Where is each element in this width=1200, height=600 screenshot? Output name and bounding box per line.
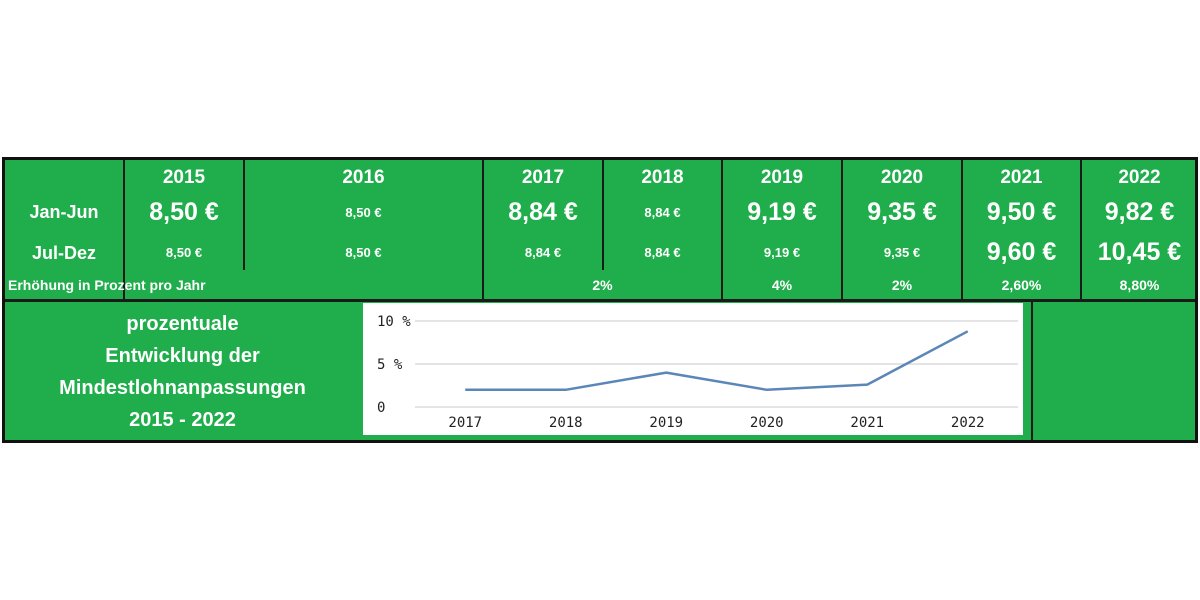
- increase-2017-2018: 2%: [592, 277, 613, 293]
- jul-dez-value-2022: 10,45 €: [1097, 238, 1182, 266]
- increase-2021: 2,60%: [1001, 277, 1042, 293]
- jan-jun-value-2019: 9,19 €: [747, 198, 817, 226]
- grid-line: [841, 160, 843, 299]
- jan-jun-value-2015: 8,50 €: [149, 198, 219, 226]
- grid-line: [1031, 299, 1033, 440]
- x-tick-label: 2021: [850, 415, 884, 431]
- jul-dez-value-2015: 8,50 €: [165, 245, 203, 260]
- jul-dez-value-2021: 9,60 €: [986, 238, 1057, 266]
- row-label-jul-dez: Jul-Dez: [31, 243, 96, 263]
- increase-2022: 8,80%: [1119, 277, 1160, 293]
- jan-jun-value-2020: 9,35 €: [867, 198, 937, 226]
- x-tick-label: 2019: [649, 415, 683, 431]
- grid-line: [482, 160, 484, 299]
- table-separator: [5, 299, 1195, 302]
- jan-jun-value-2018: 8,84 €: [644, 205, 681, 220]
- grid-line: [602, 160, 604, 270]
- chart-title-line: prozentuale: [126, 313, 239, 335]
- increase-2019: 4%: [771, 277, 793, 293]
- year-header-2021: 2021: [1000, 167, 1043, 188]
- chart-title-line: Mindestlohnanpassungen: [59, 377, 306, 399]
- chart-title-line: 2015 - 2022: [129, 409, 236, 431]
- row-label-jan-jun: Jan-Jun: [29, 202, 99, 222]
- chart-title-line: Entwicklung der: [105, 345, 260, 367]
- jan-jun-value-2016: 8,50 €: [345, 205, 382, 220]
- grid-line: [123, 160, 125, 299]
- jan-jun-value-2021: 9,50 €: [986, 198, 1057, 226]
- y-tick-label: 5 %: [377, 357, 403, 373]
- x-tick-label: 2017: [448, 415, 482, 431]
- x-tick-label: 2020: [750, 415, 784, 431]
- grid-line: [961, 160, 963, 299]
- increase-label: Erhöhung in Prozent pro Jahr: [8, 277, 206, 293]
- grid-line: [243, 160, 245, 270]
- increase-2020: 2%: [891, 277, 913, 293]
- jul-dez-value-2018: 8,84 €: [644, 245, 681, 260]
- year-header-2016: 2016: [342, 167, 385, 188]
- grid-line: [721, 160, 723, 299]
- year-header-2022: 2022: [1118, 167, 1161, 188]
- jul-dez-value-2016: 8,50 €: [345, 245, 382, 260]
- jul-dez-value-2019: 9,19 €: [763, 245, 801, 260]
- line-chart: 0 5 % 10 % 2017 2018 2019 2020 2021 2022: [363, 303, 1023, 435]
- year-header-2015: 2015: [162, 167, 206, 188]
- x-tick-label: 2022: [951, 415, 985, 431]
- minimum-wage-table: 2015 2016 2017 2018 2019 2020 2021 2022 …: [2, 157, 1198, 443]
- jan-jun-value-2017: 8,84 €: [508, 198, 578, 226]
- jan-jun-value-2022: 9,82 €: [1104, 198, 1175, 226]
- x-tick-label: 2018: [549, 415, 583, 431]
- jul-dez-value-2020: 9,35 €: [883, 245, 921, 260]
- y-tick-label: 0: [377, 400, 385, 416]
- jul-dez-value-2017: 8,84 €: [524, 245, 562, 260]
- year-header-2019: 2019: [760, 167, 804, 188]
- y-tick-label: 10 %: [377, 314, 411, 330]
- year-header-2018: 2018: [641, 167, 684, 188]
- series-line: [465, 330, 969, 392]
- year-header-2017: 2017: [521, 167, 565, 188]
- grid-line: [1080, 160, 1082, 299]
- year-header-2020: 2020: [880, 167, 924, 188]
- line-chart-svg: 0 5 % 10 % 2017 2018 2019 2020 2021 2022: [377, 314, 1018, 431]
- chart-title: prozentuale Entwicklung der Mindestlohna…: [15, 308, 350, 436]
